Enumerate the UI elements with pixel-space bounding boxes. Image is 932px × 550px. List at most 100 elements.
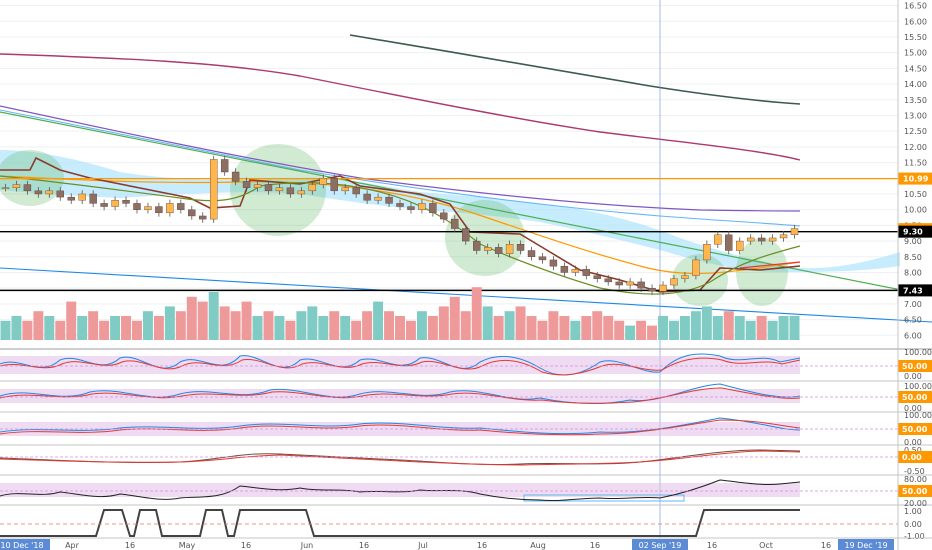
volume-bar [0, 320, 11, 340]
volume-bar [493, 316, 504, 340]
volume-bar [405, 320, 416, 340]
candle-body [89, 193, 97, 204]
rsi-line-red [0, 419, 801, 436]
candle-body [779, 234, 788, 239]
volume-bar [230, 311, 241, 340]
volume-bar [88, 311, 99, 340]
price-tick-label: 14.00 [904, 80, 927, 89]
volume-bar [121, 316, 132, 340]
volume-bars [0, 287, 800, 340]
price-tick-label: 16.00 [904, 17, 927, 26]
volume-bar [723, 311, 734, 340]
volume-bar [362, 311, 373, 340]
time-label-box [632, 539, 688, 550]
cci-line [0, 479, 801, 502]
volume-bar [351, 320, 362, 340]
time-tick-label: 16 [707, 541, 717, 550]
candle-body [297, 190, 306, 195]
volume-bar [274, 316, 285, 340]
candle-body [703, 244, 711, 261]
candle-body [177, 203, 185, 210]
candle-body [757, 237, 766, 242]
volume-bar [756, 316, 767, 340]
candle-body [275, 187, 284, 192]
volume-bar [526, 316, 537, 340]
time-tick-label: 16 [821, 541, 831, 550]
volume-bar [712, 316, 723, 340]
time-tick-label: 16 [590, 541, 600, 550]
indicator-tick-label: -0.50 [904, 467, 925, 476]
volume-bar [679, 316, 690, 340]
ma-blue-light [0, 109, 801, 227]
volume-bar [570, 320, 581, 340]
volume-bar [559, 316, 570, 340]
ma-violet [0, 105, 801, 212]
candle-body [100, 203, 108, 207]
candle-body [429, 203, 437, 214]
candle-body [330, 178, 338, 192]
indicator-tick-label: 0.50 [904, 446, 922, 455]
indicator-label-box [898, 485, 932, 497]
price-tick-label: 6.00 [904, 331, 922, 340]
horizontal-levels [0, 177, 898, 292]
candles [1, 155, 799, 296]
candle-body [473, 240, 481, 251]
time-tick-label: Jul [417, 541, 428, 550]
candle-body [648, 287, 656, 292]
candle-body [714, 234, 722, 245]
volume-bar [647, 325, 658, 340]
price-tick-label: 9.00 [904, 237, 922, 246]
volume-bar [44, 316, 55, 340]
price-tick-label: 15.00 [904, 49, 927, 58]
volume-bar [285, 320, 296, 340]
candle-body [56, 190, 64, 198]
volume-bar [99, 320, 110, 340]
candle-body [626, 281, 634, 286]
candle-body [418, 203, 426, 210]
rsi-line-blue [0, 417, 801, 435]
volume-bar [658, 316, 668, 340]
indicator-tick-label: 0.00 [904, 372, 922, 381]
indicator-tick-label: 100.00 [904, 411, 932, 420]
price-tick-label: 7.00 [904, 300, 922, 309]
candle-body [78, 193, 86, 201]
candle-body [451, 218, 459, 229]
price-label-box [898, 172, 932, 185]
indicator-label-text: 50.00 [902, 362, 928, 371]
candle-body [319, 178, 327, 185]
price-tick-label: 11.50 [904, 159, 927, 168]
ma-red [739, 261, 801, 269]
price-tick-label: 13.00 [904, 111, 927, 120]
volume-bar [427, 316, 438, 340]
indicator-label-box [898, 451, 932, 463]
indicator-tick-label: 100.00 [904, 348, 932, 357]
candle-body [385, 196, 393, 204]
volume-bar [668, 320, 679, 340]
candle-body [363, 193, 371, 201]
candle-body [604, 278, 612, 283]
time-axis: 10 Dec '18 Apr 16 May 16 Jun 16 Jul 16 Aug 16 02 Se… [0, 537, 932, 550]
volume-bar [395, 316, 405, 340]
candle-body [560, 266, 569, 273]
candle-body [374, 196, 382, 201]
candle-body [494, 247, 503, 254]
indicator-tick-label: 1.00 [904, 507, 922, 516]
candle-body [352, 187, 360, 195]
indicator-tick-label: 0.00 [904, 438, 922, 447]
stoch-rsi-k [0, 353, 801, 376]
trend-blue [0, 267, 932, 323]
stoch-band [0, 389, 800, 403]
price-label-text: 9.30 [903, 228, 923, 237]
candle-body [670, 278, 678, 286]
candle-body [516, 244, 525, 251]
time-tick-label: Apr [65, 541, 80, 550]
price-tick-label: 14.50 [904, 64, 927, 73]
candle-body [253, 184, 262, 188]
indicator-tick-label: 0.00 [904, 404, 922, 413]
volume-bar [603, 316, 614, 340]
candle-body [45, 190, 54, 195]
candle-body [736, 240, 744, 251]
indicator-tick-label: -1.00 [904, 532, 925, 541]
volume-bar [548, 311, 559, 340]
candle-body [155, 206, 163, 214]
